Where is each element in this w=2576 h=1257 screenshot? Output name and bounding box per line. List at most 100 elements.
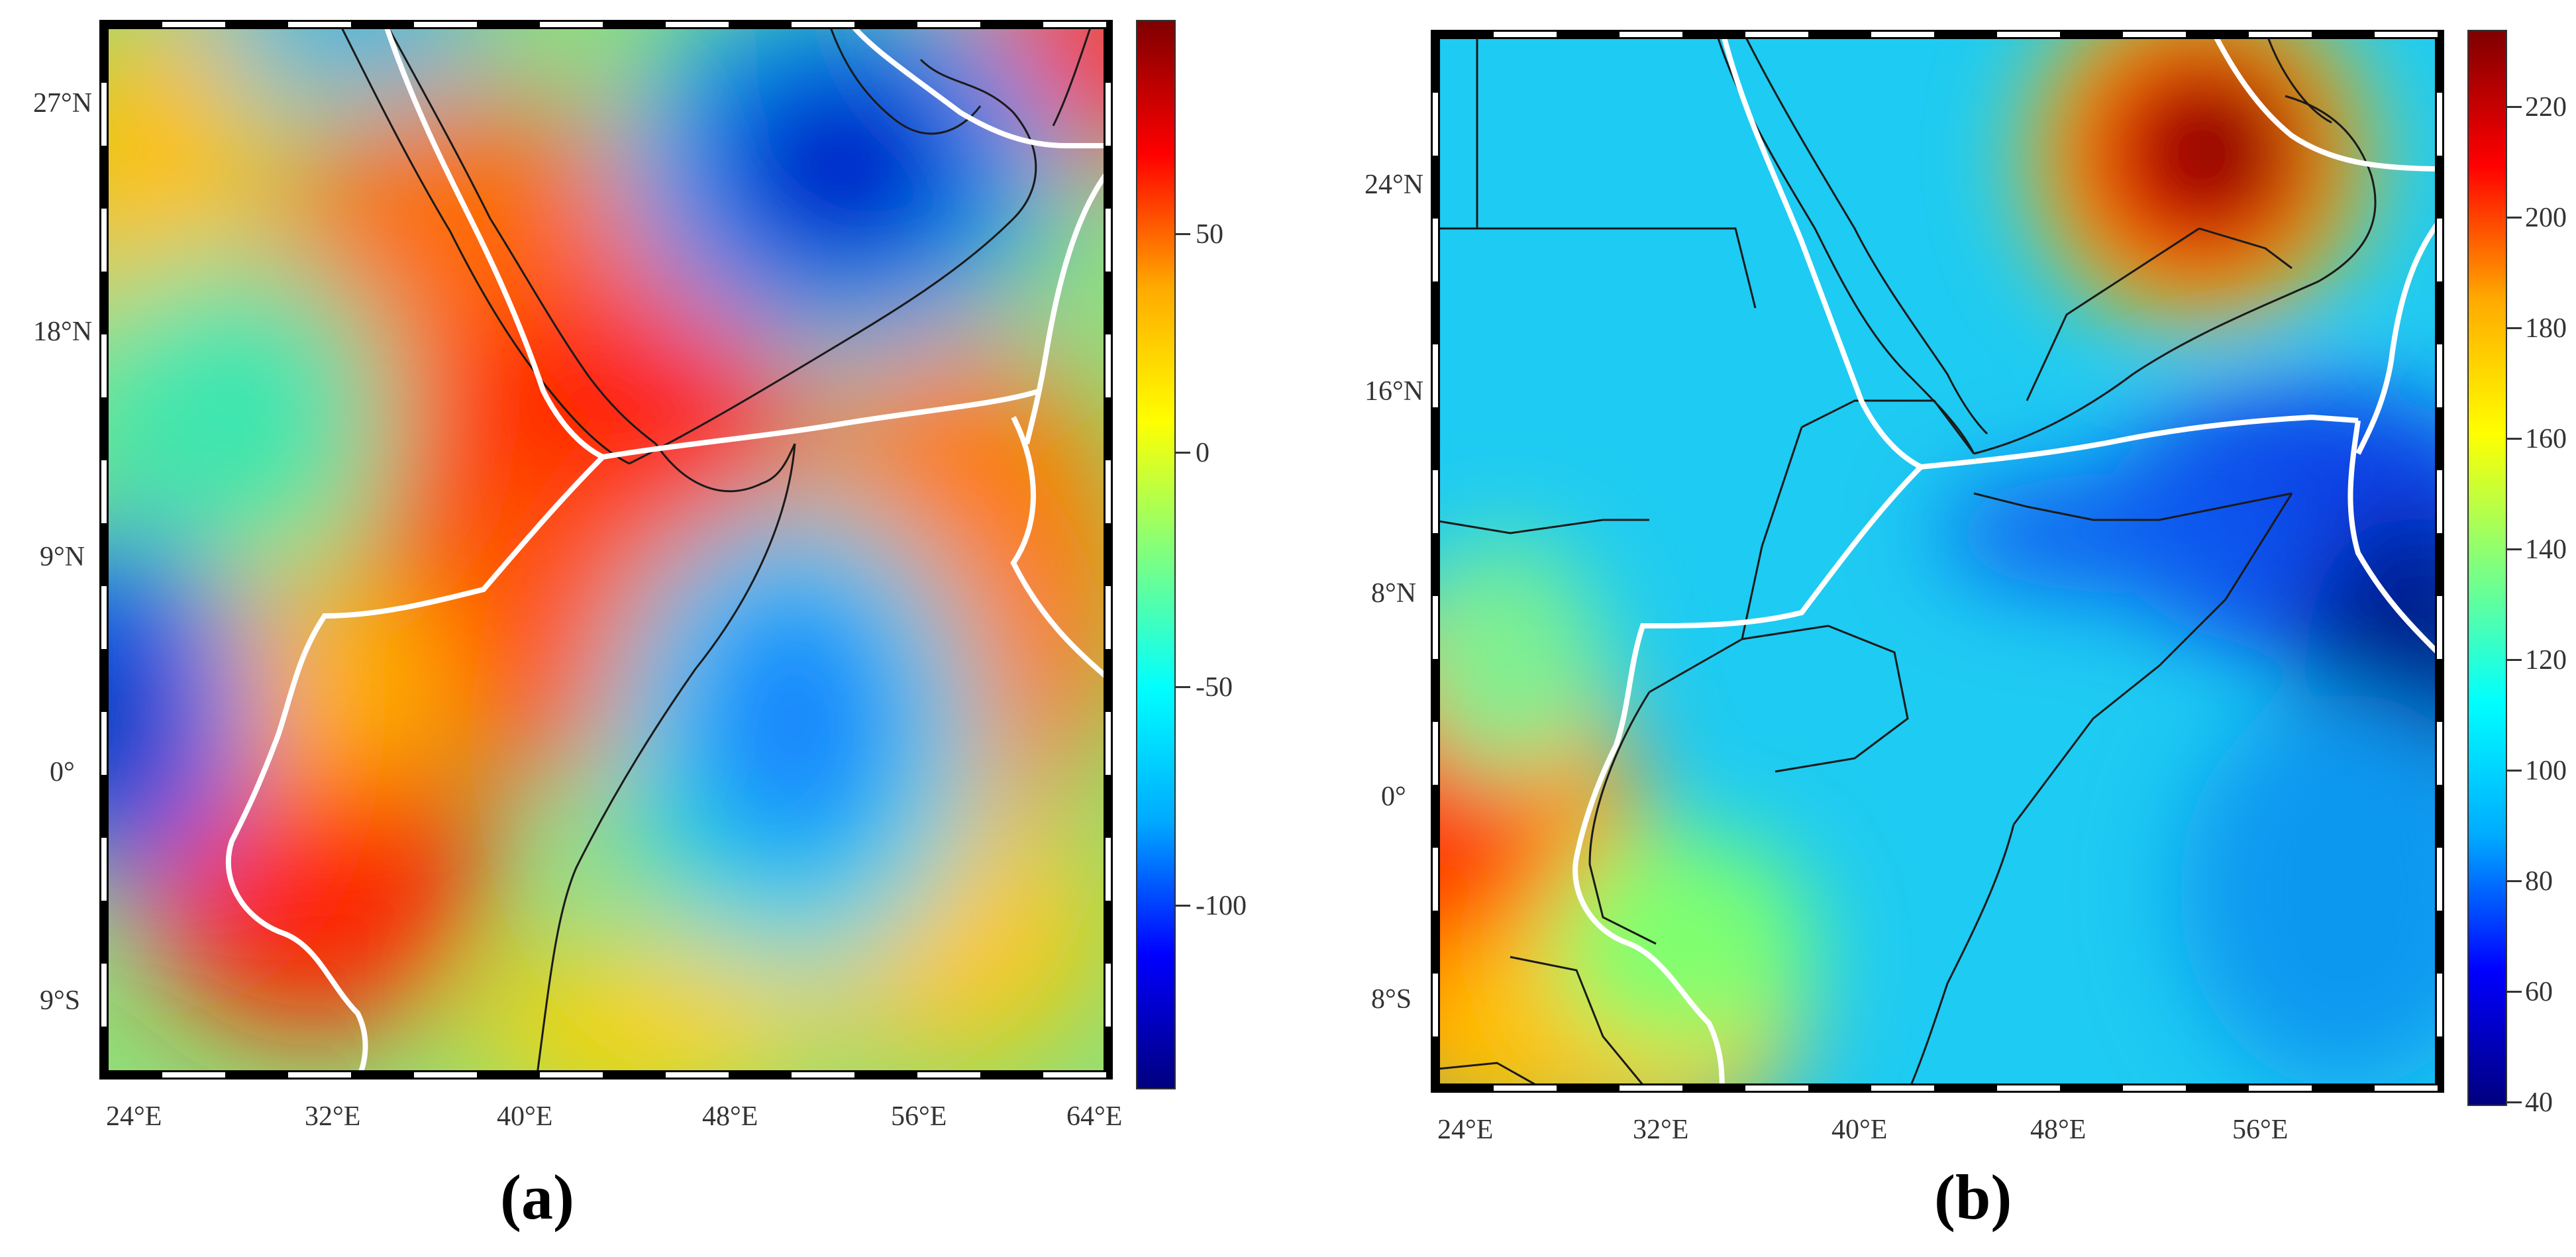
frame-segment [1106,460,1111,523]
colorbar-label: 140 [2525,534,2567,565]
frame-segment [101,83,107,146]
frame-segment [1745,1085,1808,1091]
frame-segment [288,22,351,27]
colorbar-label: -100 [1196,891,1247,921]
colorbar-tick [2507,327,2522,329]
frame-segment [792,1072,854,1078]
frame-segment [1043,1072,1106,1078]
colorbar-b [2467,30,2507,1106]
heatmap-field-a [99,20,1113,1080]
frame-segment [1106,209,1111,272]
frame-segment [288,1072,351,1078]
frame-segment [101,334,107,397]
frame-segment [1620,32,1682,37]
lon-label: 24°E [106,1101,162,1132]
frame-segment [162,22,225,27]
frame-segment [1997,1085,2060,1091]
lon-label: 24°E [1437,1115,1494,1145]
frame-segment [101,712,107,775]
colorbar-label: 50 [1196,219,1223,250]
colorbar-label: 60 [2525,977,2553,1007]
lon-label: 32°E [305,1101,361,1132]
lat-label: 24°N [1365,170,1424,200]
lat-label: 8°S [1371,984,1412,1015]
frame-segment [1433,974,1438,1036]
coastlines-a [336,20,1094,1080]
frame-segment [101,209,107,272]
frame-bottom-a [99,1070,1113,1080]
frame-segment [2437,344,2442,407]
colorbar-label: 160 [2525,424,2567,454]
frame-top-b [1431,30,2444,39]
frame-segment [2375,32,2438,37]
frame-segment [2249,32,2312,37]
colorbar-tick [2507,770,2522,772]
lat-label: 0° [50,757,75,787]
lat-label: 27°N [33,88,93,119]
frame-segment [414,1072,477,1078]
frame-segment [1433,219,1438,281]
panel-caption-a: (a) [500,1162,574,1232]
frame-segment [101,964,107,1027]
lat-label: 9°N [40,542,85,572]
map-a [99,20,1113,1080]
frame-segment [101,460,107,523]
frame-segment [1871,1085,1934,1091]
colorbar-label: -50 [1196,672,1233,703]
lon-label: 56°E [891,1101,947,1132]
frame-segment [1745,32,1808,37]
colorbar-tick [2507,106,2522,108]
colorbar-tick [2507,548,2522,550]
colorbar-label: 100 [2525,756,2567,786]
lat-label: 0° [1381,781,1406,812]
frame-segment [666,1072,729,1078]
frame-segment [917,1072,980,1078]
frame-left-b [1431,30,1440,1093]
lon-label: 40°E [1831,1115,1888,1145]
lon-label: 56°E [2232,1115,2289,1145]
frame-bottom-b [1431,1083,2444,1093]
lon-label: 64°E [1066,1101,1123,1132]
colorbar-label: 200 [2525,203,2567,233]
frame-segment [101,838,107,901]
plate-boundaries-b [1572,30,2444,1093]
plate-boundaries-a [225,20,1113,1080]
frame-segment [1433,344,1438,407]
frame-segment [2437,596,2442,659]
colorbar-tick [2507,880,2522,882]
frame-segment [1433,848,1438,911]
frame-segment [666,22,729,27]
colorbar-label: 180 [2525,313,2567,344]
frame-segment [1433,596,1438,659]
colorbar-tick [2507,438,2522,440]
colorbar-label: 0 [1196,438,1210,468]
frame-segment [2437,93,2442,156]
lon-label: 32°E [1633,1115,1689,1145]
lat-label: 18°N [33,317,93,347]
frame-segment [1106,83,1111,146]
frame-segment [2437,722,2442,785]
frame-top-a [99,20,1113,29]
frame-segment [2437,219,2442,281]
frame-right-a [1104,20,1113,1080]
frame-segment [2437,974,2442,1036]
colorbar-label: 220 [2525,92,2567,123]
frame-segment [917,22,980,27]
lat-label: 9°S [40,985,81,1016]
frame-segment [162,1072,225,1078]
colorbar-tick [1176,905,1190,907]
frame-segment [1106,712,1111,775]
frame-segment [1106,586,1111,649]
colorbar-tick [2507,991,2522,993]
frame-segment [1871,32,1934,37]
map-b [1431,30,2444,1093]
frame-segment [2123,32,2186,37]
frame-segment [792,22,854,27]
colorbar-label: 120 [2525,645,2567,676]
frame-segment [1433,93,1438,156]
frame-left-a [99,20,109,1080]
colorbar-a [1136,20,1176,1089]
lat-label: 8°N [1371,578,1417,609]
frame-segment [1620,1085,1682,1091]
frame-segment [1106,838,1111,901]
